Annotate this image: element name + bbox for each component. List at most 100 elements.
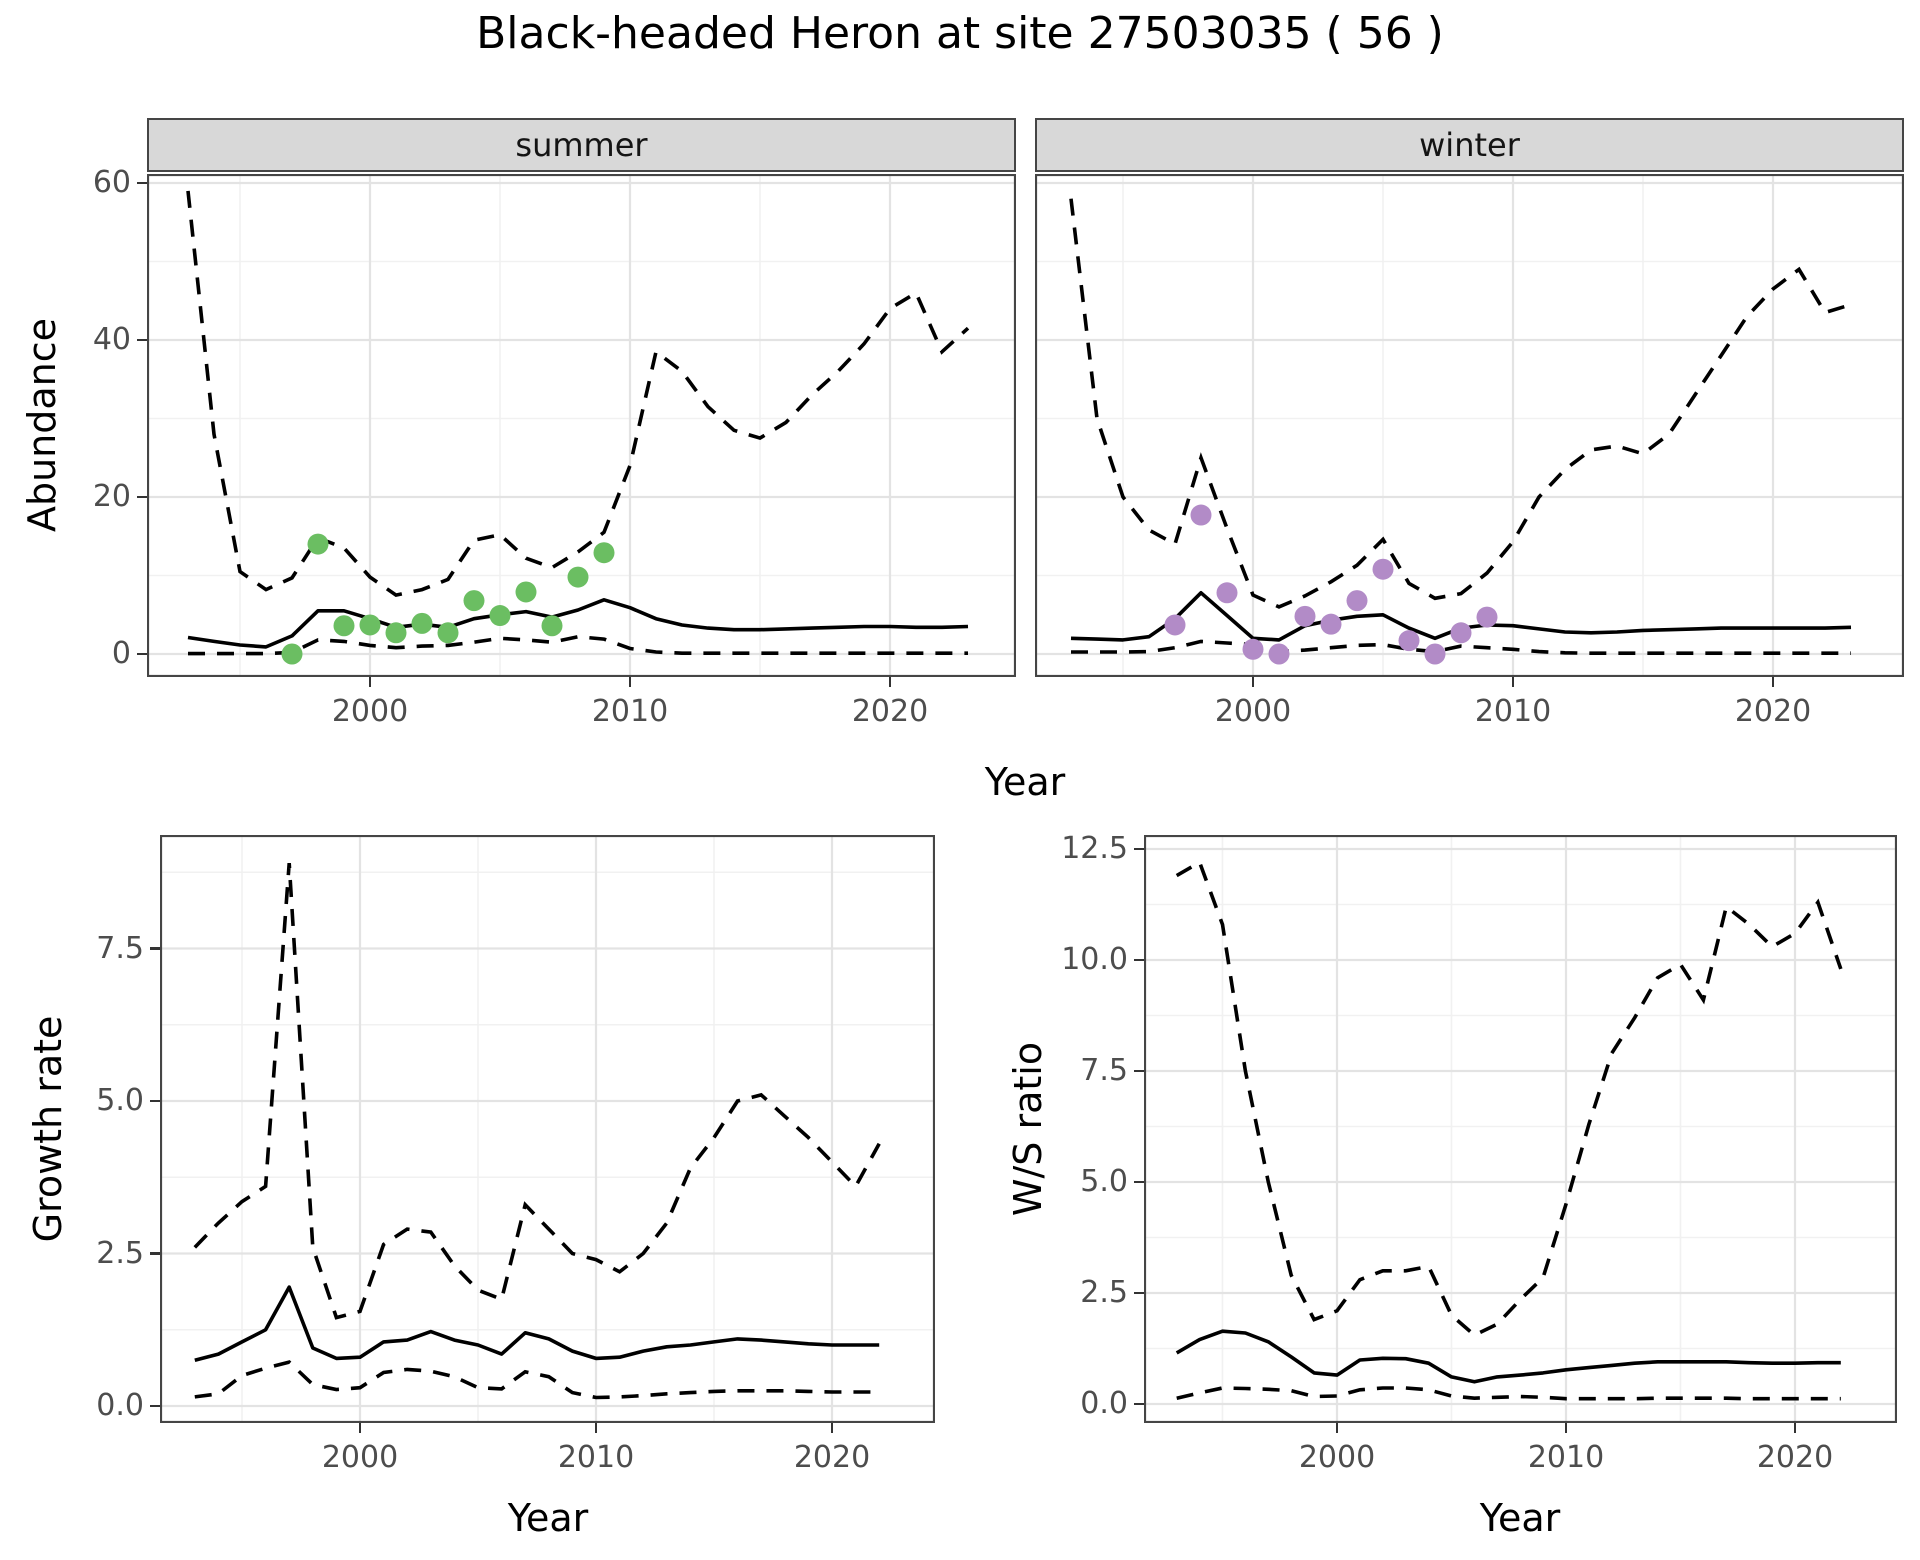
fit-line [1175, 1329, 1841, 1384]
x-tick-mark [830, 1423, 834, 1433]
observation-point [1476, 606, 1498, 628]
observation-point [1216, 582, 1238, 604]
fit-line [194, 1285, 880, 1363]
x-tick-mark [628, 677, 632, 687]
observation-point [567, 566, 589, 588]
ratio-year-axis-title: Year [1479, 1496, 1561, 1540]
observation-point [1424, 643, 1446, 665]
growth-rate-axis-title: Growth rate [26, 1015, 70, 1243]
y-tick-label: 0 [111, 636, 131, 671]
facet-strip-winter: winter [1035, 118, 1904, 172]
panel-background [160, 835, 935, 1423]
y-tick-mark [137, 495, 147, 499]
panel-background [147, 174, 1016, 677]
fit-line [187, 598, 969, 649]
y-tick-label: 12.5 [1061, 831, 1128, 866]
chart-title: Black-headed Heron at site 27503035 ( 56… [476, 8, 1444, 59]
x-tick-mark [358, 1423, 362, 1433]
upper-ci-line [1069, 198, 1852, 609]
y-tick-mark [150, 1252, 160, 1255]
panel-border [1035, 174, 1904, 677]
y-tick-label: 7.5 [1080, 1053, 1128, 1088]
y-tick-mark [150, 947, 160, 950]
y-tick-label: 5.0 [96, 1083, 144, 1118]
x-tick-mark [368, 677, 372, 687]
y-tick-mark [1134, 1402, 1144, 1406]
observation-point [1346, 590, 1368, 612]
observation-point [1294, 605, 1316, 627]
x-tick-label: 2010 [557, 1440, 635, 1475]
x-tick-mark [1564, 1423, 1568, 1433]
y-tick-mark [1134, 1291, 1144, 1295]
x-tick-label: 2020 [1734, 694, 1812, 729]
observation-point [1164, 614, 1186, 636]
observation-point [411, 612, 433, 634]
y-tick-mark [1134, 1069, 1144, 1073]
observation-point [1242, 638, 1264, 660]
y-tick-label: 2.5 [1080, 1275, 1128, 1310]
y-tick-label: 10.0 [1061, 942, 1128, 977]
x-tick-label: 2010 [1527, 1440, 1605, 1475]
plot-panel-growth-rate [160, 835, 935, 1423]
panel-border [1144, 835, 1897, 1423]
x-tick-mark [1511, 677, 1515, 687]
y-tick-mark [150, 1099, 160, 1103]
lower-ci-line [1071, 639, 1851, 655]
x-tick-label: 2000 [1214, 694, 1292, 729]
observation-point [515, 581, 537, 603]
observation-point [333, 615, 355, 637]
observation-point [1268, 643, 1290, 665]
y-tick-label: 0.0 [1080, 1386, 1128, 1421]
x-tick-mark [1335, 1423, 1339, 1433]
observation-point [307, 533, 329, 555]
observation-point [1450, 622, 1472, 644]
observation-point [281, 643, 303, 665]
y-tick-label: 2.5 [96, 1235, 144, 1271]
x-tick-label: 2020 [851, 694, 929, 729]
y-tick-mark [150, 1404, 160, 1408]
upper-ci-line [186, 190, 970, 598]
x-tick-label: 2010 [591, 694, 669, 729]
observation-point [437, 622, 459, 644]
observation-point [385, 622, 407, 644]
x-tick-mark [888, 677, 892, 687]
y-tick-label: 40 [92, 322, 131, 357]
y-tick-mark [137, 338, 147, 342]
observation-point [1372, 558, 1394, 580]
y-tick-mark [137, 652, 147, 656]
y-tick-mark [1134, 958, 1144, 962]
y-tick-label: 20 [92, 479, 131, 514]
lower-ci-line [194, 1360, 880, 1400]
x-tick-label: 2020 [793, 1440, 871, 1475]
x-tick-label: 2010 [1474, 694, 1552, 729]
facet-strip-winter-label: winter [1419, 126, 1520, 164]
observation-point [1320, 613, 1342, 635]
observation-point [541, 615, 563, 637]
facet-strip-summer-label: summer [515, 126, 648, 164]
x-tick-mark [594, 1423, 598, 1433]
y-tick-label: 60 [92, 165, 131, 200]
plot-panel-winter [1035, 174, 1904, 677]
y-tick-label: 5.0 [1080, 1164, 1128, 1199]
observation-point [359, 614, 381, 636]
top-year-axis-title: Year [984, 760, 1066, 804]
y-tick-mark [1134, 847, 1144, 851]
observation-point [593, 542, 615, 564]
growth-year-axis-title: Year [507, 1496, 589, 1540]
observation-point [463, 590, 485, 612]
x-tick-label: 2000 [1298, 1440, 1376, 1475]
y-tick-label: 0.0 [96, 1388, 144, 1423]
upper-ci-line [193, 862, 881, 1320]
facet-strip-summer: summer [147, 118, 1016, 172]
x-tick-mark [1793, 1423, 1797, 1433]
lower-ci-line [188, 634, 968, 656]
panel-border [160, 835, 935, 1423]
lower-ci-line [1176, 1386, 1841, 1401]
x-tick-mark [1771, 677, 1775, 687]
y-tick-mark [137, 181, 147, 185]
panel-background [1144, 835, 1897, 1423]
x-tick-label: 2000 [321, 1440, 399, 1475]
y-tick-label: 7.5 [96, 930, 144, 966]
panel-background [1035, 174, 1904, 677]
